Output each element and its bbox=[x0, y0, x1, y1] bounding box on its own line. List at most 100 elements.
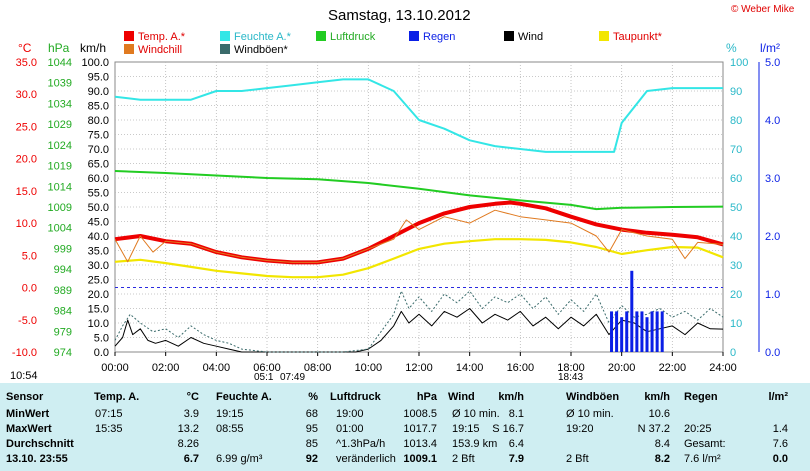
pct-tick-label: 10 bbox=[730, 318, 742, 330]
pct-tick-label: 20 bbox=[730, 289, 742, 301]
hpa-tick-label: 1004 bbox=[48, 223, 72, 235]
table-cell: 19:15 bbox=[452, 423, 480, 435]
table-cell: S 16.7 bbox=[492, 423, 524, 435]
kmh-tick-label: 95.0 bbox=[88, 72, 109, 84]
table-cell: 2 Bft bbox=[452, 453, 475, 465]
legend-item: Wind bbox=[504, 31, 543, 43]
temp-tick-label: 15.0 bbox=[16, 186, 37, 198]
legend-swatch bbox=[124, 44, 134, 54]
legend-swatch bbox=[220, 44, 230, 54]
temp-axis-unit: °C bbox=[18, 41, 32, 55]
table-cell: 1017.7 bbox=[403, 423, 437, 435]
moon-label: 05:1 bbox=[254, 372, 274, 383]
table-header-cell: Wind bbox=[448, 391, 475, 403]
table-cell: 13.2 bbox=[177, 423, 199, 435]
table-cell: Gesamt: bbox=[684, 438, 726, 450]
x-tick-label: 06:00 bbox=[253, 362, 281, 374]
table-cell: 1.4 bbox=[772, 423, 788, 435]
table-cell: 1009.1 bbox=[403, 453, 437, 465]
chart-series bbox=[114, 78, 724, 353]
table-cell: 7.9 bbox=[508, 453, 524, 465]
summary-table: Sensor Temp. A. °C Feuchte A.% Luftdruck hPa W… bbox=[0, 383, 810, 471]
kmh-tick-label: 15.0 bbox=[88, 304, 109, 316]
taupunkt-line bbox=[114, 238, 724, 279]
rain-tick-label: 0.0 bbox=[765, 347, 780, 359]
sunrise-label: 10:54 bbox=[10, 370, 38, 382]
legend-item: Regen bbox=[409, 31, 455, 43]
table-cell: 68 bbox=[305, 408, 318, 420]
hpa-tick-label: 1014 bbox=[48, 181, 72, 193]
table-header-cell: Regen bbox=[684, 391, 718, 403]
hpa-tick-label: 984 bbox=[54, 306, 72, 318]
rain-tick-label: 5.0 bbox=[765, 57, 780, 69]
table-header-cell: km/h bbox=[644, 391, 670, 403]
table-header-cell: km/h bbox=[498, 391, 524, 403]
rain-bar bbox=[610, 311, 614, 352]
rain-bar bbox=[660, 311, 664, 352]
table-cell: 7.6 bbox=[772, 438, 788, 450]
table-row-label: 13.10. 23:55 bbox=[6, 453, 68, 465]
table-cell: veränderlich bbox=[336, 453, 396, 465]
temp-tick-label: 25.0 bbox=[16, 121, 37, 133]
table-cell: 92 bbox=[305, 453, 318, 465]
x-tick-label: 24:00 bbox=[709, 362, 737, 374]
legend-label: Luftdruck bbox=[330, 31, 376, 43]
hpa-tick-label: 1019 bbox=[48, 161, 72, 173]
table-cell: ^1.3hPa/h bbox=[336, 438, 386, 450]
x-tick-label: 00:00 bbox=[101, 362, 129, 374]
table-row-label: MaxWert bbox=[6, 423, 52, 435]
table-header-cell: % bbox=[308, 391, 318, 403]
table-cell: 85 bbox=[305, 438, 318, 450]
table-cell: 08:55 bbox=[216, 423, 244, 435]
x-tick-label: 20:00 bbox=[608, 362, 636, 374]
pct-tick-label: 50 bbox=[730, 202, 742, 214]
kmh-tick-label: 65.0 bbox=[88, 159, 109, 171]
sunset-label: 18:43 bbox=[558, 372, 584, 383]
legend-label: Windchill bbox=[138, 44, 183, 56]
table-cell: 95 bbox=[305, 423, 318, 435]
chart-axes: 35.0 30.0 25.0 20.0 15.0 10.0 5.0 0.0 -5.0 -10.0 1… bbox=[12, 57, 780, 374]
legend-item: Windchill bbox=[124, 44, 182, 56]
kmh-tick-label: 75.0 bbox=[88, 130, 109, 142]
temp-tick-label: 30.0 bbox=[16, 89, 37, 101]
table-cell: N 37.2 bbox=[637, 423, 670, 435]
x-tick-label: 04:00 bbox=[203, 362, 231, 374]
table-cell: 2 Bft bbox=[566, 453, 589, 465]
table-header-cell: °C bbox=[186, 391, 199, 403]
table-cell: 8.26 bbox=[177, 438, 199, 450]
hpa-tick-label: 994 bbox=[54, 264, 72, 276]
pct-tick-label: 60 bbox=[730, 173, 742, 185]
table-header-cell: Luftdruck bbox=[330, 391, 381, 403]
hpa-tick-label: 999 bbox=[54, 243, 72, 255]
table-cell: 6.7 bbox=[183, 453, 199, 465]
x-tick-label: 22:00 bbox=[659, 362, 687, 374]
rain-bar bbox=[615, 311, 619, 352]
table-cell: 8.2 bbox=[654, 453, 670, 465]
legend-item: Feuchte A.* bbox=[220, 31, 291, 43]
table-header-cell: Sensor bbox=[6, 391, 44, 403]
kmh-tick-label: 55.0 bbox=[88, 188, 109, 200]
legend-swatch bbox=[504, 31, 514, 41]
legend-swatch bbox=[220, 31, 230, 41]
rain-bar bbox=[650, 311, 654, 352]
temp-tick-label: -10.0 bbox=[12, 347, 37, 359]
kmh-tick-label: 0.0 bbox=[94, 347, 109, 359]
kmh-tick-label: 60.0 bbox=[88, 173, 109, 185]
pct-tick-label: 100 bbox=[730, 57, 748, 69]
table-cell: 20:25 bbox=[684, 423, 712, 435]
x-tick-label: 12:00 bbox=[405, 362, 433, 374]
legend-item: Windböen* bbox=[220, 44, 288, 56]
kmh-axis-unit: km/h bbox=[80, 41, 107, 55]
legend-label: Temp. A.* bbox=[138, 31, 186, 43]
legend-label: Regen bbox=[423, 31, 456, 43]
hpa-tick-label: 1044 bbox=[48, 57, 72, 69]
table-cell: 1008.5 bbox=[403, 408, 437, 420]
legend-item: Luftdruck bbox=[316, 31, 375, 43]
table-cell: Ø 10 min. bbox=[566, 408, 614, 420]
pct-tick-label: 30 bbox=[730, 260, 742, 272]
windchill-line bbox=[114, 209, 724, 263]
kmh-tick-label: 10.0 bbox=[88, 318, 109, 330]
legend-item: Taupunkt* bbox=[599, 31, 662, 43]
rain-bar bbox=[655, 311, 659, 352]
kmh-tick-label: 20.0 bbox=[88, 289, 109, 301]
